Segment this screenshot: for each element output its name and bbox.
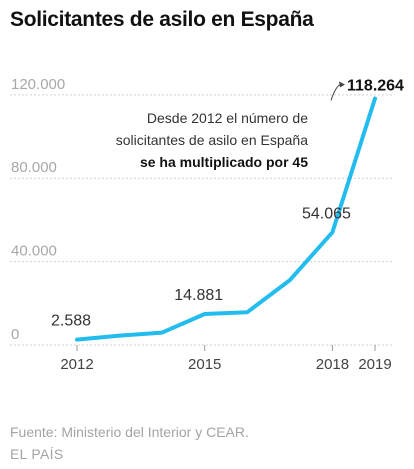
annotation-bold-line: se ha multiplicado por 45: [140, 154, 308, 170]
y-tick-label: 0: [11, 326, 19, 343]
x-tick-label: 2012: [60, 356, 93, 373]
annotation-line: Desde 2012 el número de: [147, 110, 308, 126]
source-note: Fuente: Ministerio del Interior y CEAR.: [10, 424, 249, 440]
x-tick-label: 2015: [188, 356, 221, 373]
series-line: [75, 96, 377, 342]
y-tick-label: 40.000: [11, 243, 57, 260]
x-tick-label: 2019: [358, 356, 391, 373]
chart-title: Solicitantes de asilo en España: [10, 8, 314, 31]
y-tick-label: 120.000: [11, 76, 65, 93]
y-tick-label: 80.000: [11, 159, 57, 176]
line-chart: 0 40.000 80.000 120.000 2012 2015 2018 2019 2.5…: [10, 76, 404, 373]
label-layer: 2.588 14.881 54.065 118.264: [51, 77, 404, 329]
grid-layer: [10, 94, 394, 346]
tick-layer: 0 40.000 80.000 120.000 2012 2015 2018 2019: [11, 76, 392, 373]
brand-label: EL PAÍS: [10, 446, 64, 462]
data-label: 2.588: [51, 313, 91, 330]
leader-arrowhead: [339, 81, 345, 88]
data-label: 14.881: [174, 287, 223, 304]
data-label: 118.264: [347, 77, 404, 94]
annotation-line: solicitantes de asilo en España: [116, 132, 308, 148]
series-layer: [75, 96, 377, 342]
x-tick-label: 2018: [316, 356, 349, 373]
data-label: 54.065: [302, 205, 351, 222]
annotation-layer: Desde 2012 el número de solicitantes de a…: [116, 110, 308, 170]
